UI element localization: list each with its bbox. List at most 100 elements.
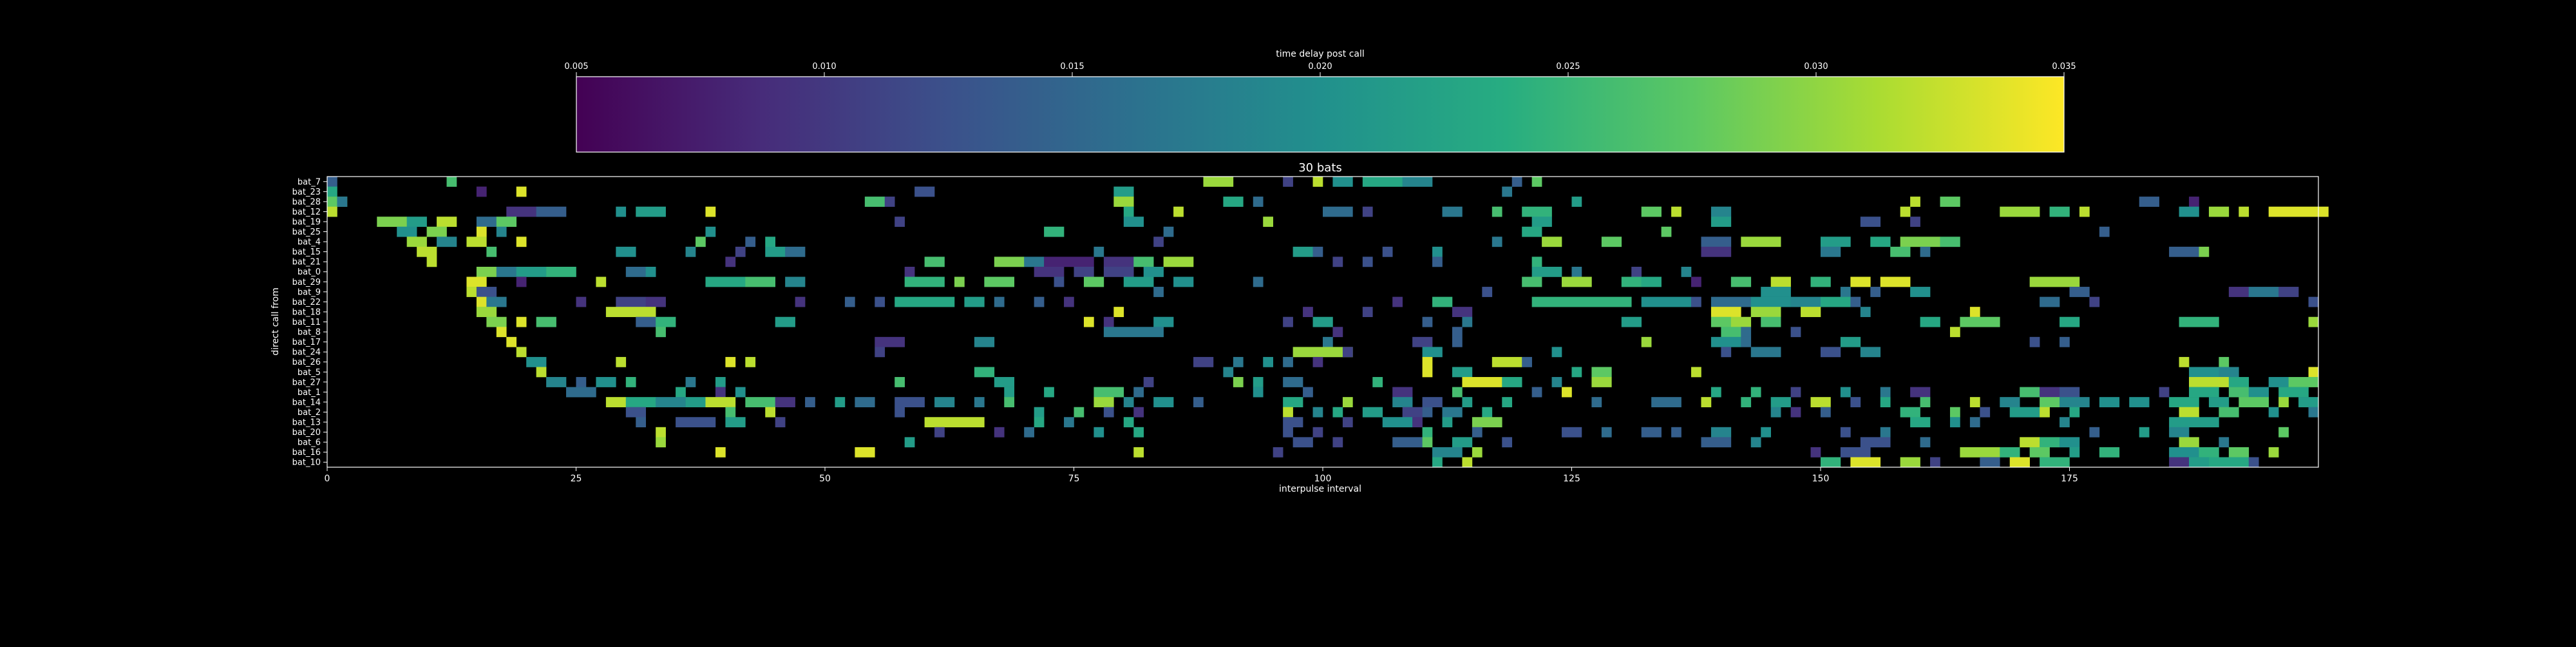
heatmap-cell <box>1562 276 1592 287</box>
heatmap-cell <box>1054 276 1065 287</box>
heatmap-cell <box>855 447 875 458</box>
heatmap-cell <box>576 377 587 387</box>
heatmap-cell <box>1840 387 1851 398</box>
heatmap-cell <box>745 397 775 407</box>
heatmap-cell <box>725 356 736 367</box>
heatmap-cell <box>1382 417 1413 428</box>
y-tick-label: bat_5 <box>298 368 321 378</box>
x-tick-label: 75 <box>1068 474 1080 484</box>
heatmap-cell <box>1571 266 1582 277</box>
heatmap-cell <box>1442 407 1463 418</box>
heatmap-cell <box>476 226 487 237</box>
heatmap-cell <box>1342 397 1353 407</box>
heatmap-cell <box>1840 447 1871 458</box>
heatmap-cell <box>2049 206 2070 217</box>
heatmap-cell <box>1900 457 1920 468</box>
heatmap-cell <box>2268 206 2329 217</box>
heatmap-cell <box>2219 356 2230 367</box>
heatmap-cell <box>2029 336 2040 347</box>
heatmap-cell <box>656 327 666 338</box>
heatmap-cell <box>2248 287 2279 297</box>
heatmap-cell <box>2189 197 2199 207</box>
heatmap-cell <box>914 186 935 197</box>
heatmap-cell <box>696 237 706 247</box>
heatmap-cell <box>636 316 656 327</box>
heatmap-cell <box>1750 307 1781 318</box>
heatmap-cell <box>895 377 905 387</box>
heatmap-cell <box>1770 276 1791 287</box>
heatmap-cell <box>516 266 547 277</box>
y-tick-label: bat_16 <box>292 448 321 458</box>
heatmap-cell <box>1283 407 1293 418</box>
heatmap-cell <box>1432 296 1453 307</box>
heatmap-cell <box>1821 457 1841 468</box>
heatmap-cell <box>636 417 647 428</box>
heatmap-cell <box>934 427 945 438</box>
heatmap-cell <box>1034 296 1045 307</box>
heatmap-cell <box>875 347 886 358</box>
heatmap-cell <box>1083 316 1094 327</box>
heatmap-cell <box>1303 387 1313 398</box>
heatmap-cell <box>496 226 507 237</box>
heatmap-cell <box>1531 266 1562 277</box>
heatmap-cell <box>437 237 457 247</box>
heatmap-cell <box>496 327 507 338</box>
colorbar-tick-label: 0.030 <box>1804 62 1828 72</box>
heatmap-cell <box>2268 447 2279 458</box>
heatmap-cell <box>2169 246 2199 257</box>
heatmap-cell <box>1024 256 1045 267</box>
heatmap-cell <box>1074 407 1084 418</box>
heatmap-cell <box>765 237 775 247</box>
heatmap-cell <box>476 287 497 297</box>
heatmap-cell <box>1193 356 1214 367</box>
heatmap-cell <box>2159 387 2170 398</box>
heatmap-cell <box>1173 276 1194 287</box>
heatmap-cell <box>1601 237 1622 247</box>
heatmap-cell <box>1293 347 1353 358</box>
heatmap-cell <box>1790 387 1801 398</box>
heatmap-cell <box>715 377 726 387</box>
heatmap-cell <box>1004 387 1015 398</box>
heatmap-cell <box>705 397 736 407</box>
heatmap-cell <box>2099 397 2120 407</box>
heatmap-cell <box>1601 427 1612 438</box>
heatmap-cell <box>645 266 656 277</box>
heatmap-cell <box>1462 377 1502 387</box>
heatmap-cell <box>2089 296 2100 307</box>
heatmap-cell <box>895 397 925 407</box>
heatmap-cell <box>1591 377 1612 387</box>
heatmap-cell <box>715 447 726 458</box>
heatmap-cell <box>2248 457 2259 468</box>
heatmap-cell <box>795 296 806 307</box>
heatmap-cell <box>1492 206 1502 217</box>
heatmap-cell <box>1960 447 2000 458</box>
heatmap-cell <box>1860 307 1871 318</box>
heatmap-cell <box>1671 206 1681 217</box>
heatmap-cell <box>1193 397 1204 407</box>
heatmap-cell <box>735 387 746 398</box>
heatmap-cell <box>2199 447 2219 458</box>
heatmap-cell <box>2189 377 2230 387</box>
heatmap-cell <box>1920 437 1931 448</box>
colorbar-tick-label: 0.005 <box>564 62 588 72</box>
heatmap-cell <box>1044 387 1054 398</box>
heatmap-cell <box>1790 327 1801 338</box>
heatmap-cell <box>1721 347 1732 358</box>
heatmap-cell <box>1452 336 1463 347</box>
heatmap-cell <box>1969 417 1980 428</box>
heatmap-cell <box>1283 417 1303 428</box>
colorbar-tick-label: 0.025 <box>1556 62 1580 72</box>
heatmap-cell <box>934 397 955 407</box>
heatmap-cell <box>476 296 487 307</box>
heatmap-cell <box>1283 356 1293 367</box>
heatmap-cell <box>1094 246 1104 257</box>
heatmap-cell <box>1651 397 1681 407</box>
heatmap-cell <box>1133 407 1144 418</box>
heatmap-cell <box>2040 296 2060 307</box>
heatmap-cell <box>904 266 915 277</box>
heatmap-cell <box>685 377 696 387</box>
plot-area: 30 bats bat_7bat_23bat_28bat_12bat_19bat… <box>270 161 2329 494</box>
heatmap-cell <box>1133 387 1144 398</box>
heatmap-cell <box>1741 327 1752 338</box>
heatmap-cell <box>2079 206 2090 217</box>
